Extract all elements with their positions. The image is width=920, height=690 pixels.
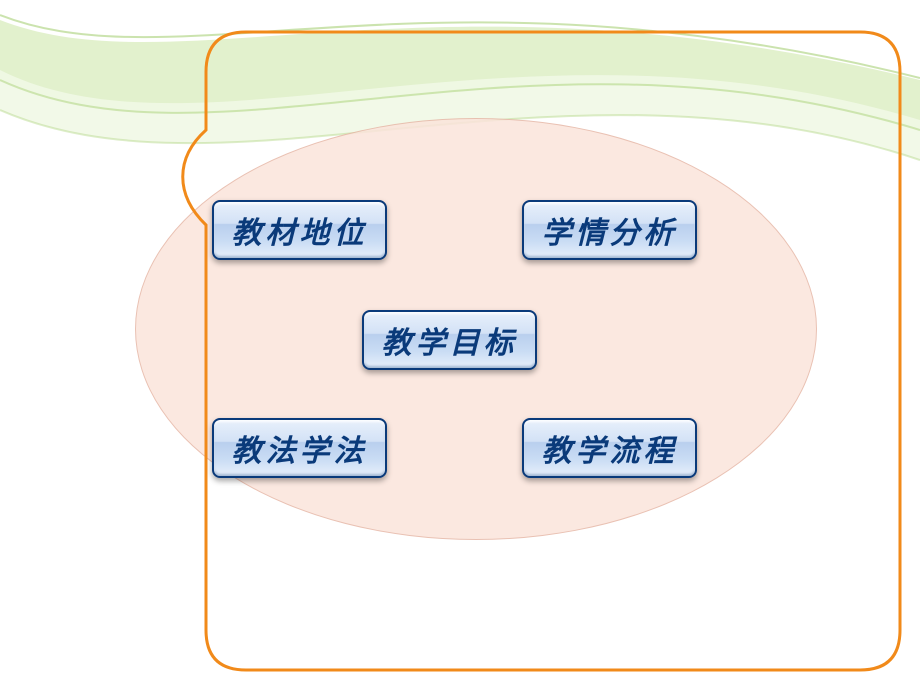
btn-learner-analysis[interactable]: 学情分析	[522, 200, 697, 260]
btn-teaching-process[interactable]: 教学流程	[522, 418, 697, 478]
btn-label: 教法学法	[232, 426, 368, 470]
btn-teaching-methods[interactable]: 教法学法	[212, 418, 387, 478]
btn-label: 教学目标	[382, 318, 518, 362]
btn-teaching-goals[interactable]: 教学目标	[362, 310, 537, 370]
btn-label: 教学流程	[542, 426, 678, 470]
btn-textbook-position[interactable]: 教材地位	[212, 200, 387, 260]
btn-label: 教材地位	[232, 208, 368, 252]
slide-canvas: 教材地位 学情分析 教学目标 教法学法 教学流程	[0, 0, 920, 690]
btn-label: 学情分析	[542, 208, 678, 252]
